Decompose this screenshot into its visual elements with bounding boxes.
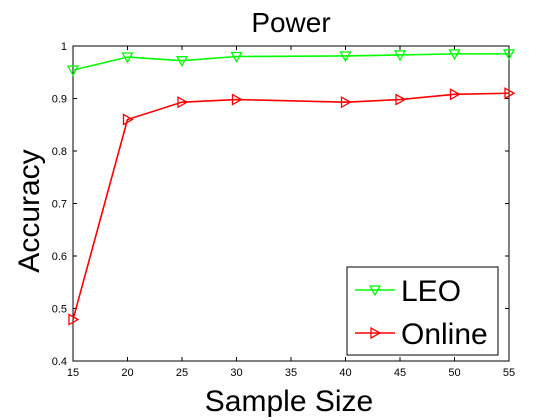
series-leo (66, 49, 516, 77)
x-tick-label: 20 (121, 367, 133, 379)
y-tick-label: 0.6 (52, 251, 67, 263)
data-point-online (395, 93, 407, 106)
chart-title: Power (251, 7, 330, 38)
legend-marker-online (370, 326, 382, 340)
legend-label-online: Online (401, 318, 488, 351)
data-point-leo (66, 65, 80, 77)
data-point-online (122, 113, 134, 126)
x-axis-label: Sample Size (205, 385, 373, 418)
data-point-leo (393, 50, 407, 62)
y-tick-label: 0.7 (52, 199, 67, 211)
y-tick-label: 1 (61, 41, 67, 53)
x-tick-label: 30 (230, 367, 242, 379)
data-point-leo (175, 56, 189, 68)
data-point-online (340, 96, 352, 109)
x-tick-label: 35 (285, 367, 297, 379)
y-axis-label: Accuracy (13, 149, 46, 272)
y-tick-label: 0.4 (52, 356, 67, 368)
series-line-online (72, 92, 510, 320)
data-point-leo (121, 52, 134, 64)
y-tick-label: 0.9 (52, 94, 67, 106)
data-point-leo (339, 51, 352, 63)
axis-ticks: 15 20 25 30 35 40 45 50 55 0.4 0.5 0.6 0.7 0.8 0.9 1 (52, 41, 515, 379)
data-point-online (68, 313, 80, 326)
x-tick-label: 15 (67, 367, 79, 379)
x-tick-label: 25 (176, 367, 188, 379)
legend: LEO Online (346, 266, 499, 356)
data-point-online (177, 96, 189, 109)
series-online (68, 87, 516, 326)
data-point-leo (230, 51, 243, 63)
series-lines (66, 49, 516, 326)
legend-box (346, 266, 499, 356)
x-tick-label: 50 (448, 367, 460, 379)
data-point-online (449, 88, 461, 101)
legend-label-leo: LEO (401, 275, 461, 308)
series-line-leo (72, 53, 509, 71)
x-tick-label: 55 (503, 367, 515, 379)
y-tick-label: 0.8 (52, 146, 67, 158)
legend-marker-leo (368, 285, 382, 297)
data-point-online (504, 87, 516, 100)
data-point-leo (448, 49, 461, 61)
x-tick-label: 40 (339, 367, 351, 379)
data-point-online (231, 93, 243, 106)
y-tick-label: 0.5 (52, 304, 67, 316)
data-point-leo (502, 49, 516, 61)
x-tick-label: 45 (394, 367, 406, 379)
